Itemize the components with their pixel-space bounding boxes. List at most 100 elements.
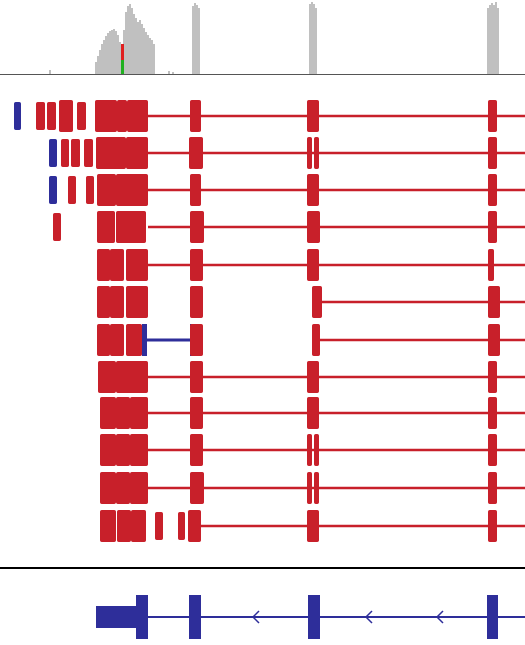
read-row[interactable] [97,324,525,356]
read-row[interactable] [100,397,525,429]
exon-read-block[interactable] [307,249,319,281]
read-block[interactable] [117,510,131,542]
exon-read-block[interactable] [488,472,497,504]
read-block[interactable] [178,512,185,540]
exon-read-block[interactable] [314,434,319,466]
read-block[interactable] [155,512,163,540]
read-block[interactable] [116,174,148,206]
read-block[interactable] [110,324,124,356]
exon-read-block[interactable] [488,137,497,169]
read-block[interactable] [126,286,148,318]
read-block[interactable] [49,176,57,204]
read-block[interactable] [77,102,86,130]
read-block[interactable] [100,510,116,542]
exon-read-block[interactable] [190,174,201,206]
exon-read-block[interactable] [307,510,319,542]
exon-read-block[interactable] [488,434,497,466]
read-row[interactable] [97,286,525,318]
read-block[interactable] [116,397,130,429]
read-block[interactable] [14,102,21,130]
exon-read-block[interactable] [488,100,497,132]
read-block[interactable] [47,102,56,130]
read-row[interactable] [100,472,525,504]
read-row[interactable] [49,137,525,169]
read-block[interactable] [130,472,148,504]
read-block[interactable] [96,137,126,169]
exon-read-block[interactable] [488,324,500,356]
read-block[interactable] [98,361,116,393]
read-block[interactable] [95,100,117,132]
read-block[interactable] [86,176,94,204]
read-block[interactable] [36,102,45,130]
read-block[interactable] [97,286,110,318]
exon-read-block[interactable] [307,472,312,504]
exon-read-block[interactable] [488,211,497,243]
exon-read-block[interactable] [190,286,203,318]
exon-read-block[interactable] [307,100,319,132]
read-block[interactable] [131,510,146,542]
read-row[interactable] [97,249,525,281]
read-block[interactable] [59,100,73,132]
exon-read-block[interactable] [314,472,319,504]
exon-read-block[interactable] [190,397,203,429]
read-row[interactable] [100,510,525,542]
exon-read-block[interactable] [307,434,312,466]
read-block[interactable] [97,211,115,243]
read-block[interactable] [84,139,93,167]
exon-read-block[interactable] [488,249,494,281]
read-block[interactable] [100,434,116,466]
read-block[interactable] [127,100,148,132]
read-block[interactable] [61,139,69,167]
read-row[interactable] [53,211,525,243]
exon-read-block[interactable] [190,249,203,281]
coverage-track[interactable] [0,2,525,75]
exon-read-block[interactable] [190,472,204,504]
read-block[interactable] [126,137,148,169]
read-block[interactable] [116,211,146,243]
read-block[interactable] [71,139,80,167]
exon-read-block[interactable] [488,397,497,429]
read-block[interactable] [126,249,148,281]
exon-read-block[interactable] [307,137,312,169]
read-block[interactable] [49,139,57,167]
read-block[interactable] [68,176,76,204]
read-block[interactable] [110,286,124,318]
read-row[interactable] [98,361,525,393]
exon-read-block[interactable] [189,137,203,169]
read-row[interactable] [49,174,525,206]
exon-read-block[interactable] [190,100,201,132]
exon-read-block[interactable] [307,211,320,243]
exon-read-block[interactable] [488,286,500,318]
exon-read-block[interactable] [488,510,497,542]
exon-read-block[interactable] [488,361,497,393]
read-block[interactable] [126,324,142,356]
read-block[interactable] [97,324,110,356]
gene-track[interactable] [96,595,525,639]
read-block[interactable] [130,434,148,466]
read-block[interactable] [116,434,130,466]
reverse-read-cap[interactable] [142,324,147,356]
exon-read-block[interactable] [314,137,319,169]
read-block[interactable] [53,213,61,241]
exon-read-block[interactable] [190,324,203,356]
exon-read-block[interactable] [190,211,204,243]
read-block[interactable] [188,510,201,542]
read-block[interactable] [116,361,148,393]
exon-read-block[interactable] [307,397,319,429]
read-row[interactable] [14,100,525,132]
exon-read-block[interactable] [190,361,203,393]
exon-read-block[interactable] [190,434,203,466]
read-block[interactable] [97,174,116,206]
read-block[interactable] [130,397,148,429]
read-block[interactable] [110,249,124,281]
read-block[interactable] [116,472,130,504]
read-block[interactable] [117,100,127,132]
read-row[interactable] [100,434,525,466]
exon-read-block[interactable] [307,361,319,393]
read-block[interactable] [100,472,116,504]
alignment-track[interactable] [14,100,525,542]
read-block[interactable] [97,249,110,281]
exon-read-block[interactable] [312,324,320,356]
exon-read-block[interactable] [488,174,497,206]
read-block[interactable] [100,397,116,429]
